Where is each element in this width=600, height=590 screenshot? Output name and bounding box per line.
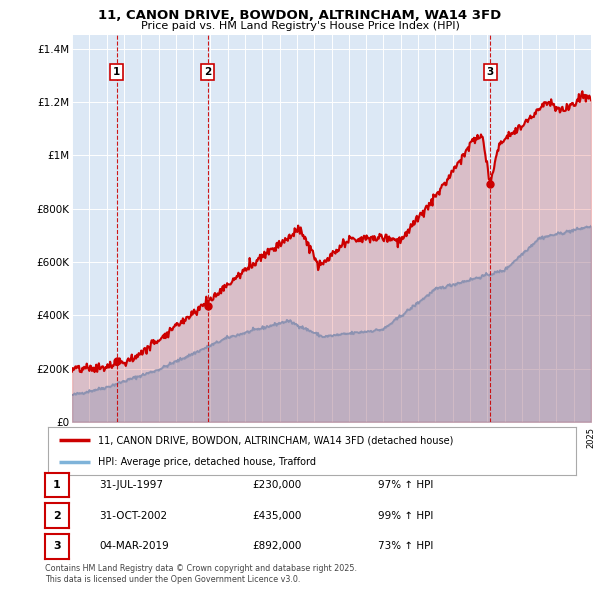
Text: £892,000: £892,000 xyxy=(252,542,301,551)
Text: This data is licensed under the Open Government Licence v3.0.: This data is licensed under the Open Gov… xyxy=(45,575,301,584)
Text: Contains HM Land Registry data © Crown copyright and database right 2025.: Contains HM Land Registry data © Crown c… xyxy=(45,565,357,573)
Text: 11, CANON DRIVE, BOWDON, ALTRINCHAM, WA14 3FD (detached house): 11, CANON DRIVE, BOWDON, ALTRINCHAM, WA1… xyxy=(98,435,454,445)
Text: Price paid vs. HM Land Registry's House Price Index (HPI): Price paid vs. HM Land Registry's House … xyxy=(140,21,460,31)
Text: 2: 2 xyxy=(204,67,211,77)
Text: £435,000: £435,000 xyxy=(252,511,301,520)
Text: 1: 1 xyxy=(113,67,121,77)
Text: 73% ↑ HPI: 73% ↑ HPI xyxy=(378,542,433,551)
Text: 99% ↑ HPI: 99% ↑ HPI xyxy=(378,511,433,520)
Text: HPI: Average price, detached house, Trafford: HPI: Average price, detached house, Traf… xyxy=(98,457,316,467)
Text: 3: 3 xyxy=(487,67,494,77)
Text: 04-MAR-2019: 04-MAR-2019 xyxy=(99,542,169,551)
Text: 31-OCT-2002: 31-OCT-2002 xyxy=(99,511,167,520)
Text: 97% ↑ HPI: 97% ↑ HPI xyxy=(378,480,433,490)
Text: 1: 1 xyxy=(53,480,61,490)
Text: 11, CANON DRIVE, BOWDON, ALTRINCHAM, WA14 3FD: 11, CANON DRIVE, BOWDON, ALTRINCHAM, WA1… xyxy=(98,9,502,22)
Text: 31-JUL-1997: 31-JUL-1997 xyxy=(99,480,163,490)
Text: 2: 2 xyxy=(53,511,61,520)
Text: 3: 3 xyxy=(53,542,61,551)
Text: £230,000: £230,000 xyxy=(252,480,301,490)
